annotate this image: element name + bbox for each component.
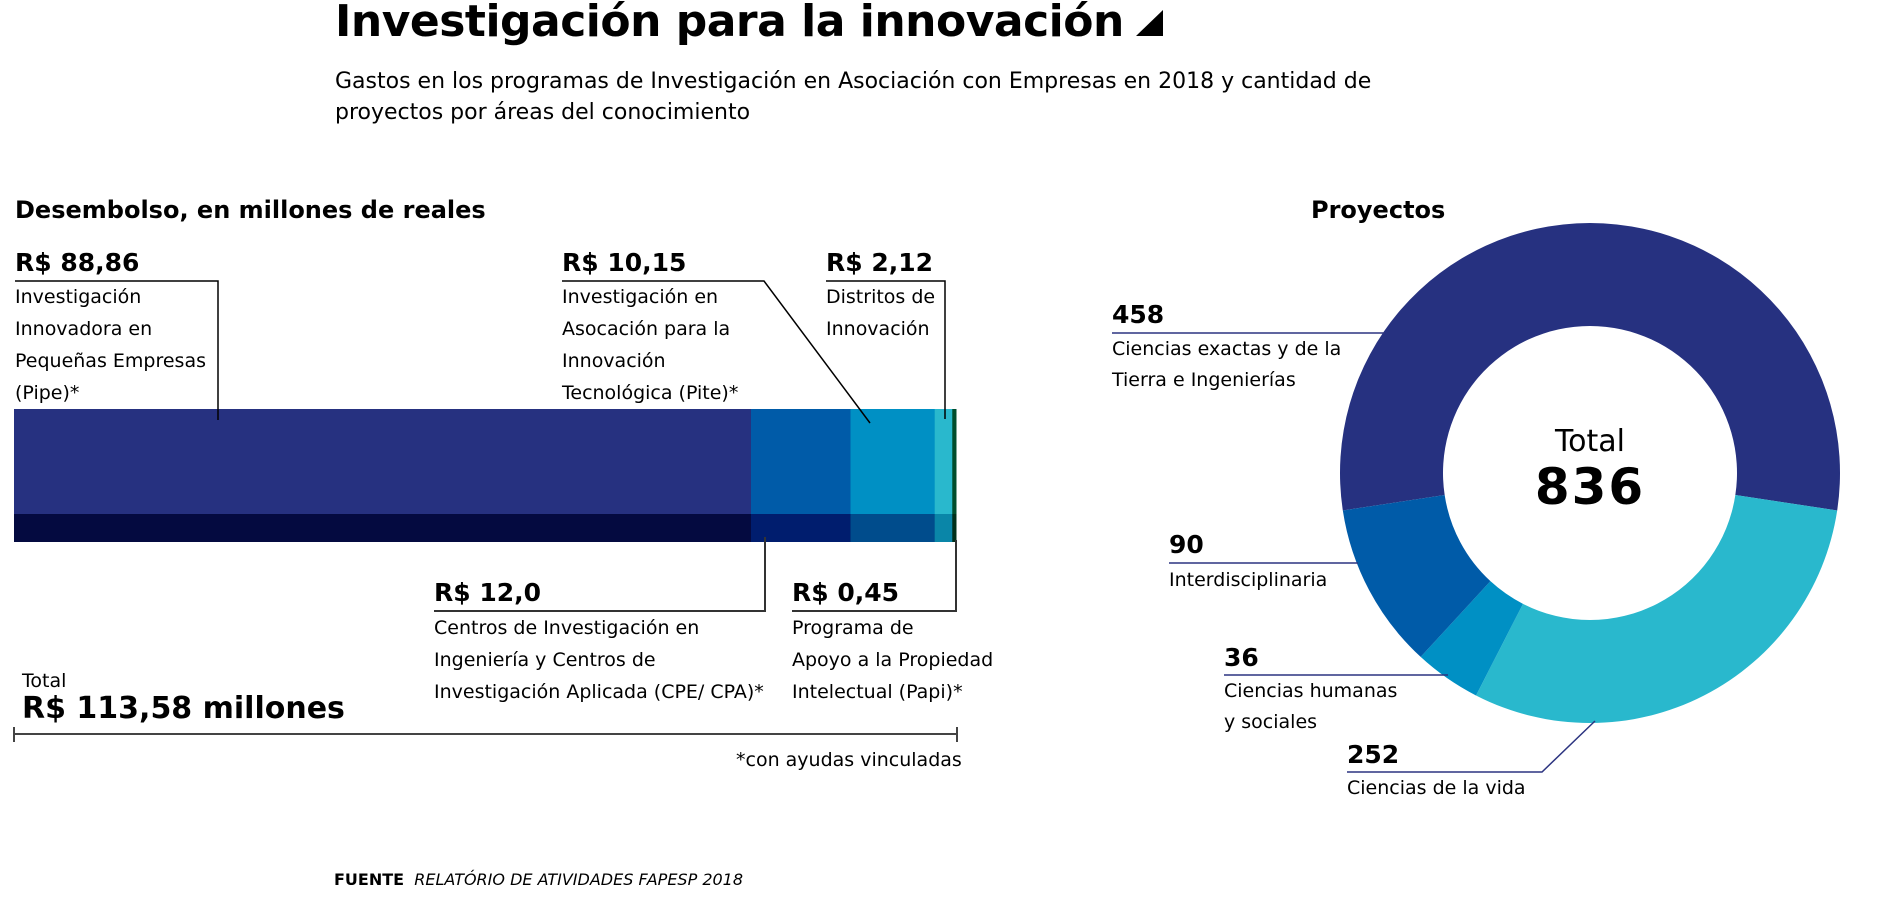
bar-chart-title: Desembolso, en millones de reales	[15, 196, 486, 224]
source-prefix: FUENTE	[334, 870, 405, 889]
donut-leader-lines	[1112, 332, 1596, 773]
slice-value-interdisciplinaria: 90	[1169, 530, 1204, 559]
leader-line-pite	[562, 280, 871, 424]
label-line: Intelectual (Papi)*	[792, 681, 963, 703]
label-line: Apoyo a la Propiedad	[792, 649, 994, 671]
series-label-papi: Programa de Apoyo a la Propiedad Intelec…	[792, 612, 993, 708]
source-note: FUENTE RELATÓRIO DE ATIVIDADES FAPESP 20…	[334, 870, 743, 889]
label-line: y sociales	[1224, 711, 1318, 733]
value-label-papi: R$ 0,45	[792, 578, 900, 607]
total-label: Total	[22, 670, 67, 692]
donut-slice-vida	[1476, 495, 1838, 724]
label-line: Programa de	[792, 617, 914, 639]
slice-value-humanas: 36	[1224, 643, 1259, 672]
leader-line-distritos	[826, 280, 946, 419]
donut-slice-exactas	[1340, 223, 1840, 511]
series-label-pite: Investigación en Asocación para la Innov…	[562, 281, 738, 409]
leader-line-pipe	[15, 280, 219, 420]
label-line: Innovadora en	[15, 318, 153, 340]
label-line: Investigación en	[562, 286, 719, 308]
slice-value-vida: 252	[1347, 740, 1400, 769]
label-line: Ciencias exactas y de la	[1112, 338, 1342, 360]
bar-segment-pite	[850, 409, 936, 514]
label-line: Tecnológica (Pite)*	[562, 382, 739, 404]
bar-segment-shade-cpe	[750, 514, 852, 542]
page-subtitle: Gastos en los programas de Investigación…	[335, 69, 1372, 125]
slice-label-vida: Ciencias de la vida	[1347, 773, 1526, 804]
label-line: Tierra e Ingenierías	[1112, 369, 1296, 391]
donut-chart	[1340, 223, 1840, 724]
label-line: Distritos de	[826, 286, 936, 308]
label-line: Investigación	[15, 286, 142, 308]
series-label-pipe: Investigación Innovadora en Pequeñas Emp…	[15, 281, 206, 409]
slice-label-interdisciplinaria: Interdisciplinaria	[1169, 565, 1327, 596]
series-label-distritos: Distritos de Innovación	[826, 281, 935, 345]
footnote: *con ayudas vinculadas	[736, 749, 962, 771]
bar-segment-distritos	[934, 409, 953, 514]
value-label-cpe: R$ 12,0	[434, 578, 542, 607]
donut-slice-interdisciplinaria	[1342, 495, 1491, 657]
bar-segment-shade-pipe	[14, 514, 752, 542]
bar-segment-cpe	[750, 409, 852, 514]
slice-value-exactas: 458	[1112, 300, 1165, 329]
donut-center-label: Total	[1554, 424, 1626, 459]
label-line: Centros de Investigación en	[434, 617, 700, 639]
leader-line-papi	[792, 540, 957, 612]
label-line: Innovación	[562, 350, 666, 372]
bar-segment-pipe	[14, 409, 752, 514]
leader-line-vida	[1347, 720, 1596, 773]
bar-leader-lines	[13, 280, 958, 742]
total-value: R$ 113,58 millones	[22, 691, 345, 726]
source-text: RELATÓRIO DE ATIVIDADES FAPESP 2018	[414, 870, 744, 889]
slice-label-humanas: Ciencias humanas y sociales	[1224, 676, 1397, 738]
page-title-text: Investigación para la innovación	[335, 0, 1124, 47]
bar-segment-shade-papi	[952, 514, 957, 542]
label-line: Asocación para la	[562, 318, 731, 340]
label-line: Ingeniería y Centros de	[434, 649, 656, 671]
label-line: Pequeñas Empresas	[15, 350, 206, 372]
label-line: Ciencias humanas	[1224, 680, 1398, 702]
label-line: Innovación	[826, 318, 930, 340]
label-line: (Pipe)*	[15, 382, 80, 404]
bar-segment-shade-pite	[850, 514, 936, 542]
donut-chart-title: Proyectos	[1311, 196, 1446, 224]
slice-label-exactas: Ciencias exactas y de la Tierra e Ingeni…	[1112, 334, 1341, 396]
bar-segment-papi	[952, 409, 957, 514]
label-line: Ciencias de la vida	[1347, 777, 1526, 799]
value-label-pipe: R$ 88,86	[15, 248, 140, 277]
donut-center-value: 836	[1534, 458, 1646, 516]
value-label-pite: R$ 10,15	[562, 248, 687, 277]
value-label-distritos: R$ 2,12	[826, 248, 934, 277]
triangle-icon	[1135, 10, 1163, 36]
stacked-bar	[14, 409, 957, 542]
leader-line-cpe	[434, 537, 766, 612]
bar-segment-shade-distritos	[934, 514, 953, 542]
page-title: Investigación para la innovación	[335, 0, 1163, 47]
donut-slice-humanas	[1420, 581, 1523, 696]
label-line: Investigación Aplicada (CPE/ CPA)*	[434, 681, 764, 703]
series-label-cpe: Centros de Investigación en Ingeniería y…	[434, 612, 764, 708]
label-line: Interdisciplinaria	[1169, 569, 1328, 591]
